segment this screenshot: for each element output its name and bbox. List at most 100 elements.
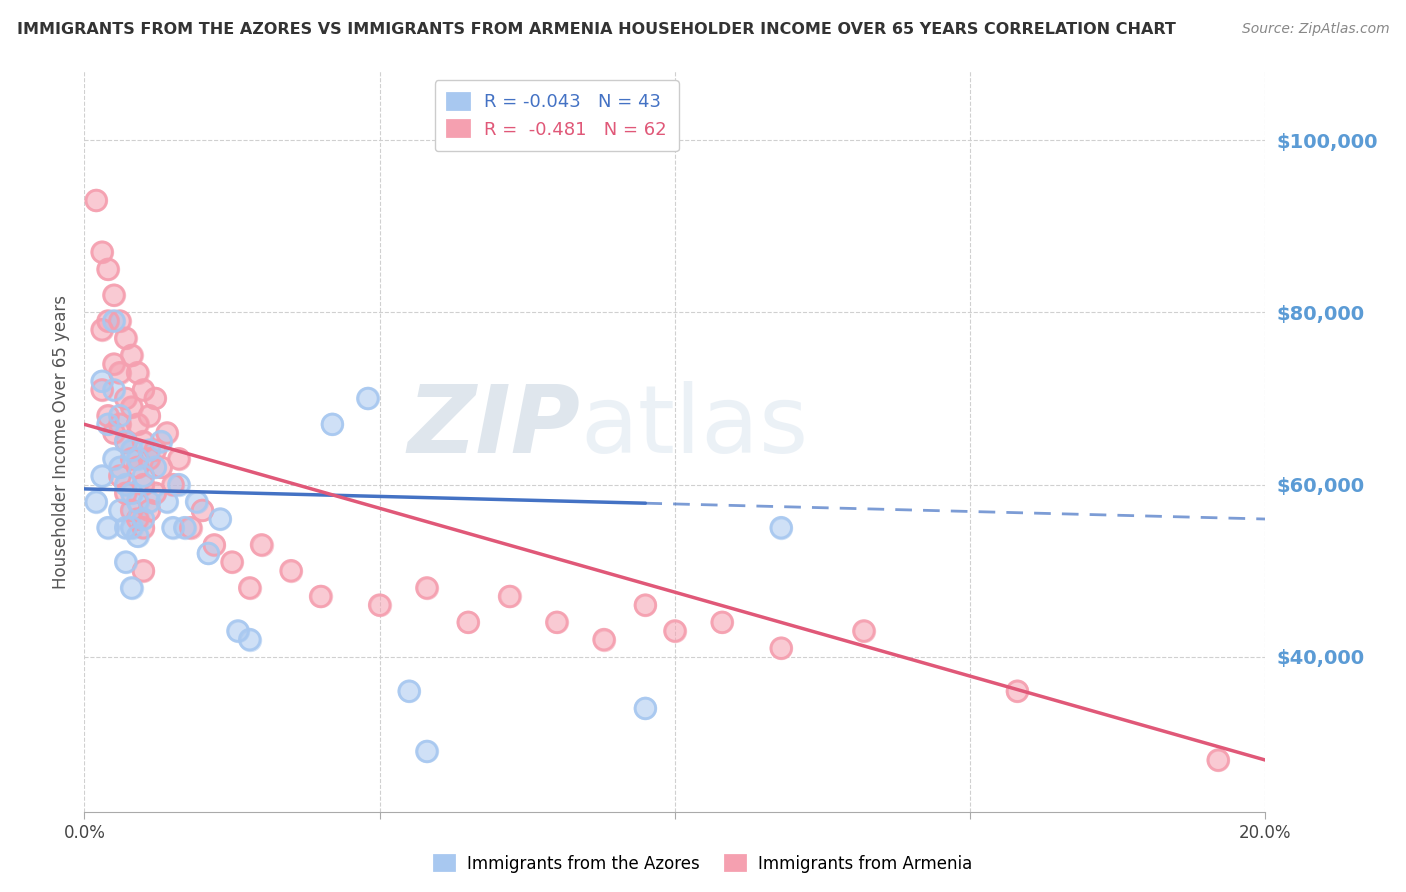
Point [108, 460, 131, 475]
Point [114, 486, 136, 500]
Point [143, 392, 166, 406]
Point [114, 486, 136, 500]
Point [156, 495, 179, 509]
Point [121, 400, 143, 414]
Point [127, 495, 149, 509]
Point [108, 460, 131, 475]
Point [150, 460, 173, 475]
Point [416, 581, 439, 595]
Point [127, 512, 149, 526]
Point [770, 521, 793, 535]
Point [121, 503, 143, 517]
Point [173, 521, 195, 535]
Point [226, 624, 249, 638]
Point [114, 392, 136, 406]
Point [84, 495, 107, 509]
Point [132, 383, 155, 397]
Point [103, 425, 125, 440]
Point [162, 521, 184, 535]
Point [280, 564, 302, 578]
Point [143, 486, 166, 500]
Point [634, 701, 657, 715]
Point [127, 460, 149, 475]
Point [664, 624, 686, 638]
Point [143, 392, 166, 406]
Point [138, 495, 160, 509]
Point [103, 288, 125, 302]
Point [108, 409, 131, 423]
Point [770, 521, 793, 535]
Point [132, 434, 155, 449]
Point [114, 434, 136, 449]
Point [546, 615, 568, 630]
Point [143, 443, 166, 458]
Text: Source: ZipAtlas.com: Source: ZipAtlas.com [1241, 22, 1389, 37]
Point [121, 503, 143, 517]
Point [132, 477, 155, 491]
Point [143, 443, 166, 458]
Point [173, 521, 195, 535]
Point [91, 374, 114, 388]
Point [457, 615, 479, 630]
Point [180, 521, 202, 535]
Point [202, 538, 225, 552]
Point [91, 383, 114, 397]
Point [127, 495, 149, 509]
Point [84, 495, 107, 509]
Point [167, 451, 190, 466]
Point [1007, 684, 1029, 698]
Point [121, 581, 143, 595]
Point [121, 348, 143, 362]
Point [114, 331, 136, 345]
Point [357, 392, 380, 406]
Point [150, 434, 173, 449]
Point [127, 417, 149, 432]
Text: ZIP: ZIP [408, 381, 581, 473]
Point [121, 486, 143, 500]
Point [108, 366, 131, 380]
Point [114, 477, 136, 491]
Point [186, 495, 208, 509]
Point [498, 590, 520, 604]
Point [132, 469, 155, 483]
Point [108, 409, 131, 423]
Point [138, 503, 160, 517]
Point [114, 392, 136, 406]
Point [209, 512, 232, 526]
Point [114, 477, 136, 491]
Point [132, 512, 155, 526]
Point [97, 417, 120, 432]
Point [84, 194, 107, 208]
Point [127, 529, 149, 543]
Point [103, 451, 125, 466]
Point [664, 624, 686, 638]
Point [132, 469, 155, 483]
Point [150, 460, 173, 475]
Point [321, 417, 343, 432]
Point [97, 417, 120, 432]
Point [121, 486, 143, 500]
Point [132, 521, 155, 535]
Point [239, 632, 262, 647]
Point [97, 409, 120, 423]
Point [121, 443, 143, 458]
Point [457, 615, 479, 630]
Point [852, 624, 875, 638]
Point [108, 503, 131, 517]
Point [498, 590, 520, 604]
Point [97, 262, 120, 277]
Point [132, 512, 155, 526]
Legend: R = -0.043   N = 43, R =  -0.481   N = 62: R = -0.043 N = 43, R = -0.481 N = 62 [434, 80, 679, 152]
Point [138, 451, 160, 466]
Point [103, 314, 125, 328]
Point [221, 555, 243, 569]
Point [138, 443, 160, 458]
Point [138, 409, 160, 423]
Point [91, 383, 114, 397]
Point [162, 477, 184, 491]
Point [114, 521, 136, 535]
Point [108, 417, 131, 432]
Point [114, 555, 136, 569]
Point [91, 469, 114, 483]
Point [97, 314, 120, 328]
